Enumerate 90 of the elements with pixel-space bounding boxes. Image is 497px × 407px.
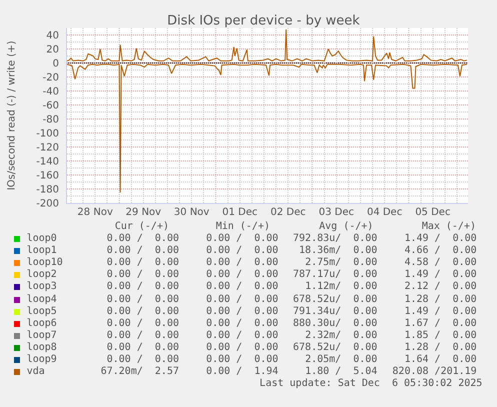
text: 1.12m/ 0.00: [305, 281, 378, 294]
text: 0.00 / 0.00: [206, 281, 278, 294]
y-tick-label: -140: [36, 156, 59, 168]
x-tick-label: 02 Dec: [270, 207, 306, 218]
legend-label: loop2: [26, 269, 57, 281]
y-tick-label: -200: [36, 198, 59, 210]
x-tick-label: 30 Nov: [174, 207, 210, 218]
text: 678.52u/ 0.00: [293, 294, 378, 306]
legend-label: vda: [26, 366, 45, 378]
text: 1.49 / 0.00: [404, 269, 477, 282]
text: 0.00 / 0.00: [106, 281, 179, 294]
text: 0.00 / 0.00: [106, 233, 179, 246]
y-tick-label: 0: [52, 58, 59, 70]
text: 0.00 / 0.00: [206, 354, 278, 366]
y-tick-label: -80: [42, 114, 59, 126]
text: 0.00 / 0.00: [206, 257, 278, 270]
text: 2.05m/ 0.00: [305, 354, 378, 366]
y-tick-label: -40: [42, 86, 59, 98]
legend-label: loop0: [26, 233, 57, 245]
text: Avg (-/+): [319, 221, 374, 234]
text: 1.64 / 0.00: [404, 354, 477, 366]
text: 1.80 / 5.04: [305, 366, 378, 378]
text: 0.00 / 0.00: [106, 269, 179, 282]
text: 18.36m/ 0.00: [299, 245, 378, 258]
text: 0.00 / 0.00: [106, 342, 179, 354]
text: 0.00 / 0.00: [206, 330, 278, 342]
x-tick-label: 01 Dec: [222, 207, 258, 218]
legend-label: loop3: [26, 281, 57, 294]
x-tick-label: 03 Dec: [318, 207, 354, 218]
text: 1.28 / 0.00: [404, 294, 477, 306]
text: 0.00 / 0.00: [106, 294, 179, 306]
x-tick-label: 28 Nov: [77, 207, 113, 218]
legend-label: loop7: [26, 330, 57, 342]
y-tick-label: -180: [36, 184, 59, 196]
text: 1.49 / 0.00: [404, 306, 477, 318]
text: 0.00 / 1.94: [206, 366, 278, 378]
y-tick-label: -60: [42, 100, 59, 112]
text: 791.34u/ 0.00: [293, 306, 378, 318]
y-tick-label: -20: [42, 72, 59, 84]
text: 0.00 / 0.00: [206, 318, 278, 330]
y-tick-label: -160: [36, 170, 59, 182]
x-tick-label: 05 Dec: [415, 207, 450, 218]
text: 0.00 / 0.00: [106, 318, 179, 330]
legend-label: loop4: [26, 294, 57, 306]
text: 1.85 / 0.00: [404, 330, 477, 342]
text: 0.00 / 0.00: [106, 330, 179, 342]
text: 880.30u/ 0.00: [293, 318, 378, 330]
y-tick-label: 20: [46, 44, 59, 56]
text: Cur (-/+): [114, 221, 169, 234]
text: 2.12 / 0.00: [404, 281, 477, 294]
text: 0.00 / 0.00: [206, 245, 278, 258]
text: 0.00 / 0.00: [206, 269, 278, 282]
text: 792.83u/ 0.00: [293, 233, 378, 246]
text: 1.67 / 0.00: [404, 318, 477, 330]
text: 0.00 / 0.00: [106, 354, 179, 366]
text: 4.66 / 0.00: [404, 245, 477, 258]
legend-label: loop9: [26, 354, 57, 366]
legend-label: loop5: [26, 306, 57, 318]
y-axis-title: IOs/second read (-) / write (+): [6, 40, 18, 190]
text: 67.20m/ 2.57: [100, 366, 179, 378]
text: 2.32m/ 0.00: [305, 330, 378, 342]
y-tick-label: -120: [36, 142, 59, 154]
legend-label: loop8: [26, 342, 57, 354]
text: 787.17u/ 0.00: [293, 269, 378, 282]
legend-label: loop6: [26, 318, 57, 330]
text: Min (-/+): [216, 221, 270, 234]
line-series: [67, 28, 468, 62]
x-tick-label: 04 Dec: [366, 207, 402, 218]
y-tick-label: 40: [46, 30, 59, 42]
text: 678.52u/ 0.00: [293, 342, 378, 354]
legend-label: loop10: [26, 257, 63, 269]
text: Last update: Sat Dec 6 05:30:02 2025: [260, 378, 482, 390]
text: 0.00 / 0.00: [206, 306, 278, 318]
text: 0.00 / 0.00: [206, 233, 278, 246]
text: 0.00 / 0.00: [106, 306, 179, 318]
text: 1.28 / 0.00: [404, 342, 477, 354]
text: Max (-/+): [422, 221, 476, 234]
text: 0.00 / 0.00: [106, 257, 179, 270]
text: 2.75m/ 0.00: [305, 257, 378, 270]
text: 0.00 / 0.00: [206, 294, 278, 306]
y-tick-label: -100: [36, 128, 59, 140]
chart-title: Disk IOs per device - by week: [167, 14, 360, 29]
text: 1.49 / 0.00: [404, 233, 477, 246]
legend-label: loop1: [26, 245, 57, 257]
text: 0.00 / 0.00: [106, 245, 179, 258]
text: 0.00 / 0.00: [206, 342, 278, 354]
text: 820.08 /201.19: [392, 366, 477, 378]
text: 4.58 / 0.00: [404, 257, 477, 270]
line-series: [67, 64, 468, 193]
x-tick-label: 29 Nov: [126, 207, 162, 218]
